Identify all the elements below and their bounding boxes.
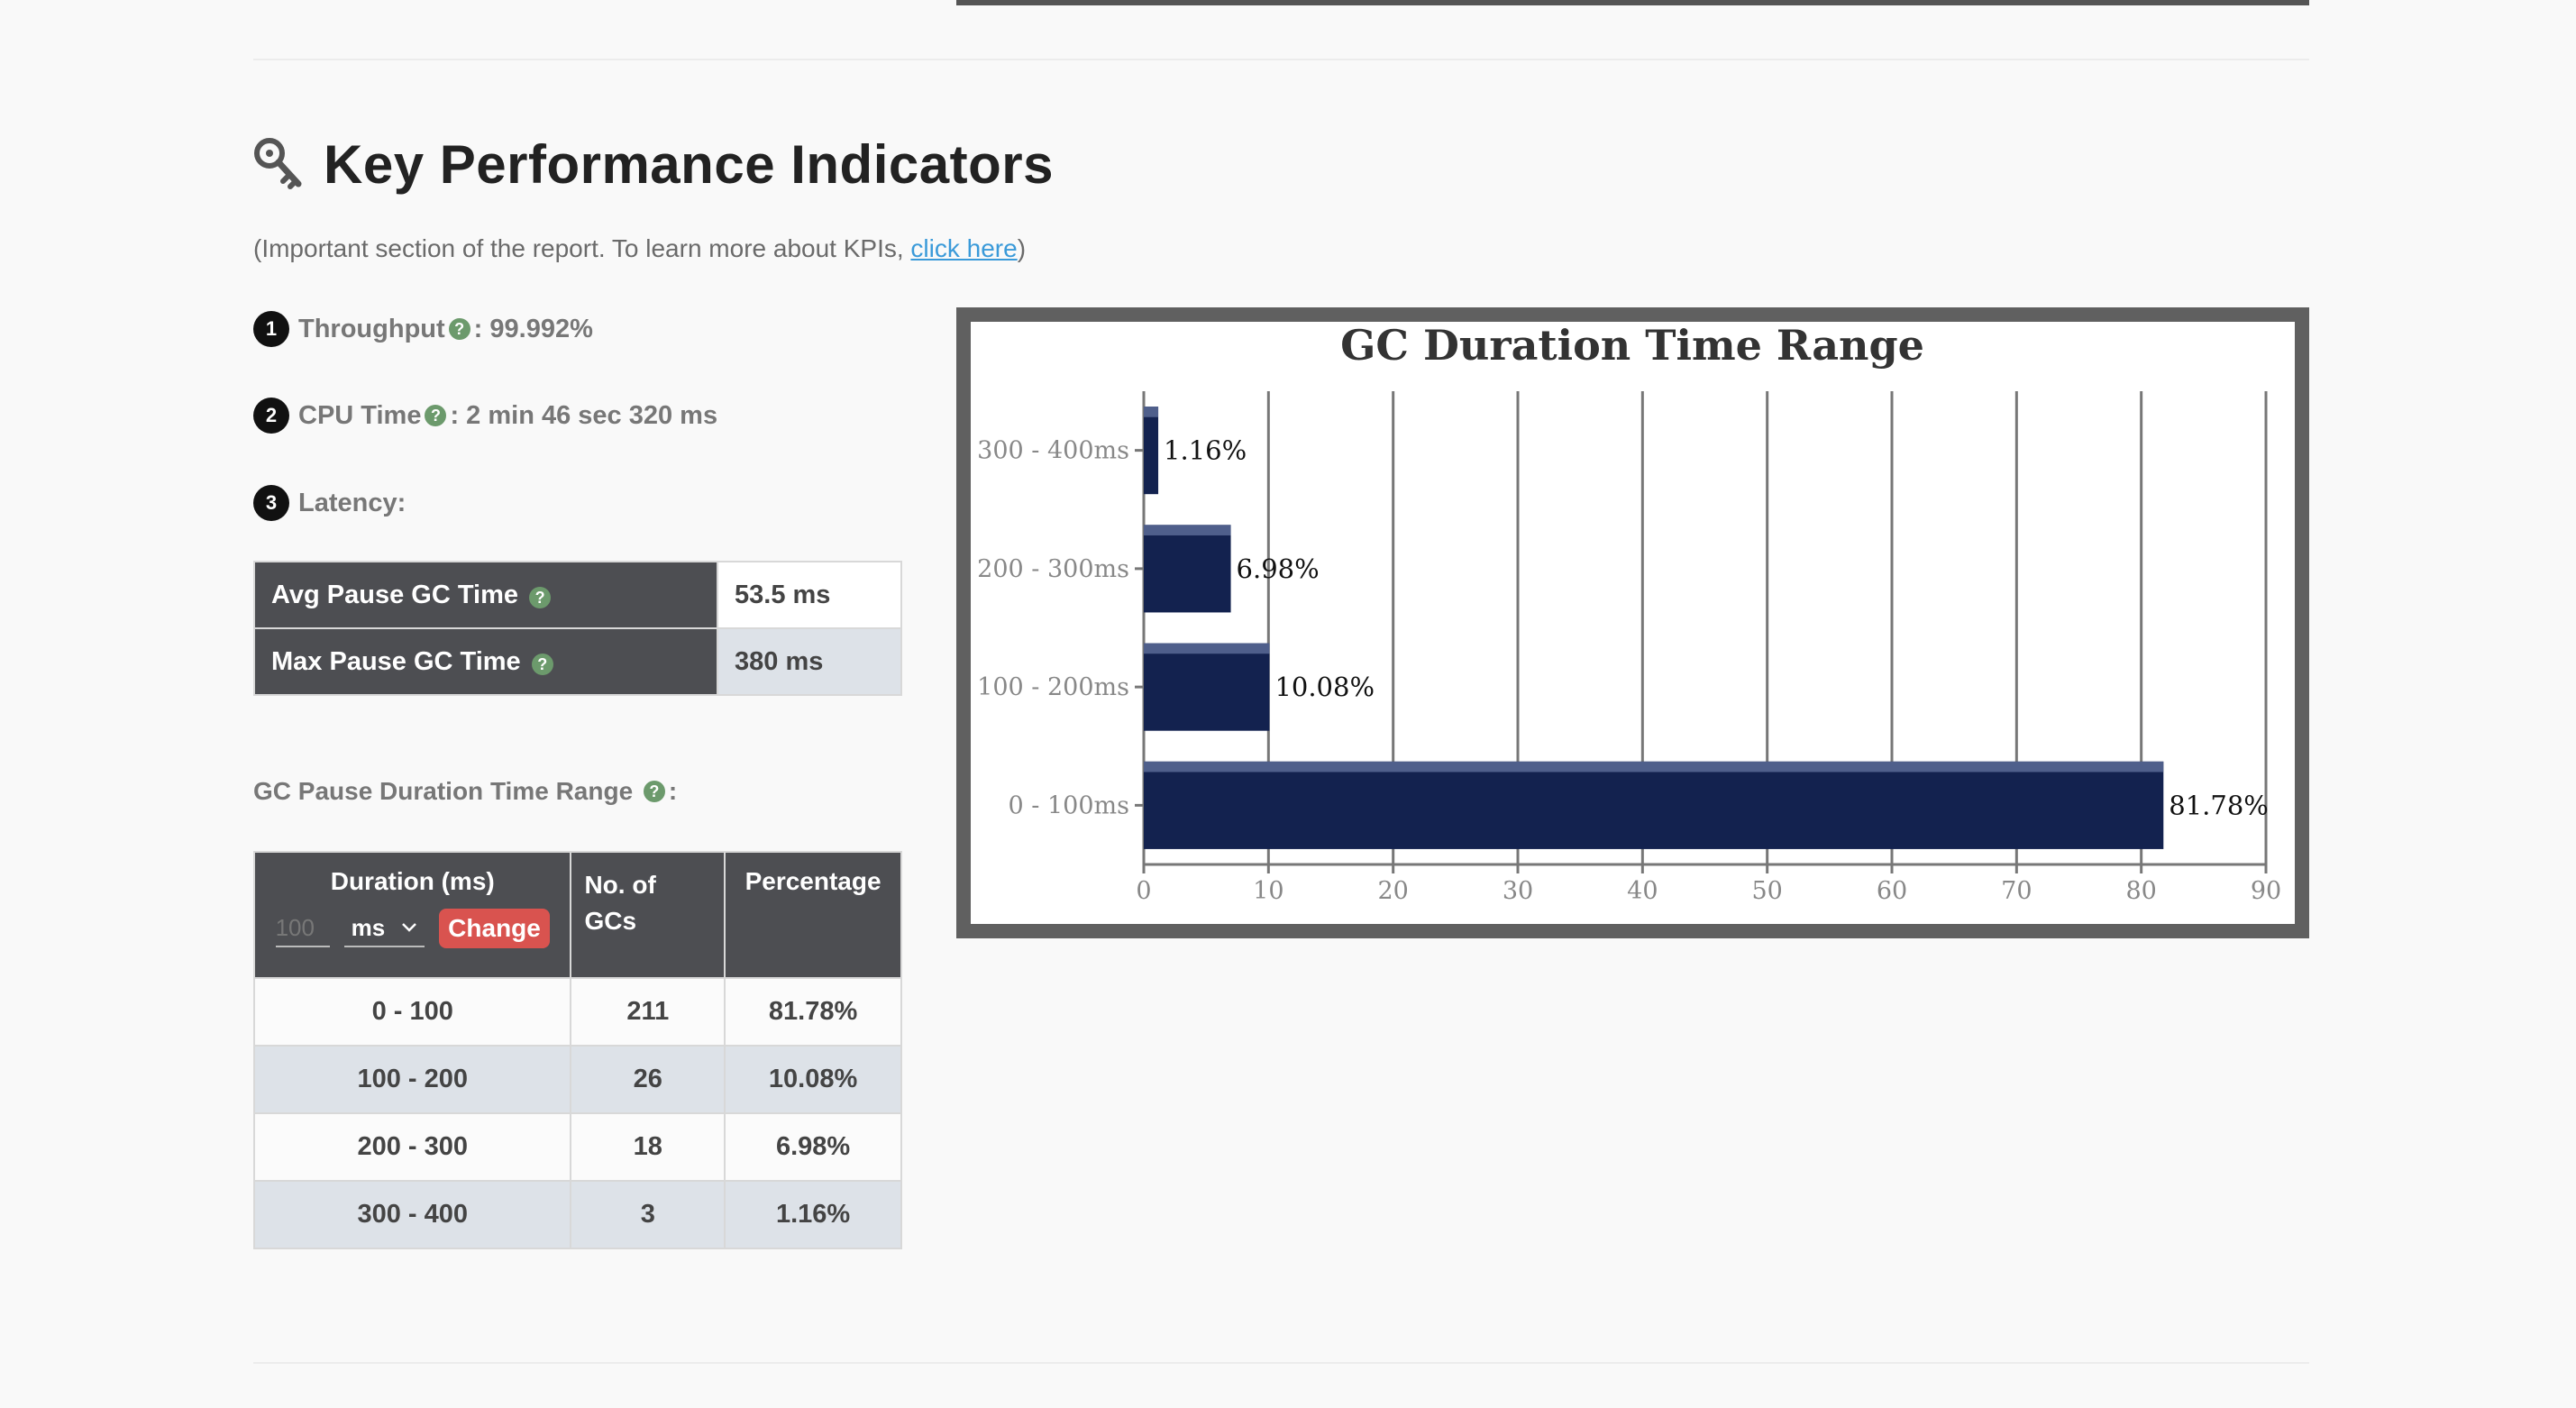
- range-cell: 200 - 300: [252, 1112, 572, 1182]
- table-row: 100 - 200 26 10.08%: [252, 1045, 902, 1114]
- count-cell: 26: [570, 1045, 726, 1114]
- bar: [1144, 407, 1159, 495]
- change-button[interactable]: Change: [439, 909, 550, 948]
- duration-controls: ms Change: [268, 909, 557, 948]
- bar-highlight: [1144, 643, 1270, 654]
- bar-highlight: [1144, 525, 1231, 535]
- count-header: No. of GCs: [570, 851, 726, 979]
- x-tick-label: 40: [1627, 877, 1658, 905]
- chart-frame: GC Duration Time Range 0 10 20 30 40 50 60 70 80 9…: [956, 307, 2309, 938]
- range-section-label: GC Pause Duration Time Range ?:: [253, 777, 677, 806]
- x-tick-label: 50: [1751, 877, 1782, 905]
- chart-title: GC Duration Time Range: [1340, 322, 1924, 370]
- cpu-time-value: : 2 min 46 sec 320 ms: [450, 400, 718, 430]
- throughput-value: : 99.992%: [473, 314, 593, 343]
- section-divider-bottom: [253, 1362, 2309, 1364]
- subtitle-close: ): [1017, 234, 1027, 262]
- x-tick-label: 80: [2125, 877, 2156, 905]
- pct-cell: 10.08%: [724, 1045, 902, 1114]
- question-circle-icon[interactable]: ?: [448, 318, 470, 340]
- percentage-header: Percentage: [724, 851, 902, 979]
- chevron-down-icon: [402, 923, 417, 932]
- question-circle-icon[interactable]: ?: [425, 405, 447, 426]
- kpi-throughput: 1 Throughput ? : 99.992%: [253, 311, 593, 347]
- table-row: 200 - 300 18 6.98%: [252, 1112, 902, 1182]
- unit-select-value: ms: [351, 913, 386, 941]
- y-tick-label: 200 - 300ms: [977, 555, 1129, 583]
- range-label-colon: :: [668, 777, 678, 805]
- unit-select[interactable]: ms: [343, 910, 425, 947]
- data-label: 1.16%: [1164, 435, 1247, 466]
- max-pause-value: 380 ms: [717, 627, 902, 696]
- data-label: 81.78%: [2169, 790, 2269, 820]
- x-tick-label: 0: [1136, 877, 1151, 905]
- kpi-header: Key Performance Indicators: [253, 128, 1054, 200]
- range-cell: 0 - 100: [252, 977, 572, 1047]
- count-cell: 211: [570, 977, 726, 1047]
- count-cell: 3: [570, 1180, 726, 1249]
- x-tick-label: 90: [2251, 877, 2281, 905]
- gc-duration-chart: GC Duration Time Range 0 10 20 30 40 50 60 70 80 9…: [977, 322, 2281, 905]
- subtitle-text: (Important section of the report. To lea…: [253, 234, 911, 262]
- pct-cell: 81.78%: [724, 977, 902, 1047]
- number-badge: 3: [253, 485, 289, 521]
- duration-header-label: Duration (ms): [330, 867, 495, 895]
- bar: [1144, 643, 1270, 731]
- question-circle-icon[interactable]: ?: [643, 781, 665, 802]
- table-row: Max Pause GC Time ? 380 ms: [253, 627, 902, 696]
- duration-header: Duration (ms) ms Change: [252, 851, 572, 979]
- avg-pause-value: 53.5 ms: [717, 561, 902, 629]
- bar-highlight: [1144, 407, 1159, 417]
- duration-input[interactable]: [275, 910, 330, 947]
- number-badge: 1: [253, 311, 289, 347]
- y-tick-label: 0 - 100ms: [1009, 791, 1129, 819]
- data-label: 10.08%: [1274, 672, 1375, 702]
- question-circle-icon[interactable]: ?: [529, 587, 552, 608]
- duration-table: Duration (ms) ms Change No. of GCs Perce…: [252, 851, 902, 1249]
- learn-more-link[interactable]: click here: [910, 234, 1018, 262]
- page-title: Key Performance Indicators: [324, 133, 1054, 195]
- pct-cell: 6.98%: [724, 1112, 902, 1182]
- x-tick-label: 70: [2001, 877, 2032, 905]
- kpi-cpu-time: 2 CPU Time ? : 2 min 46 sec 320 ms: [253, 398, 717, 434]
- table-row: 0 - 100 211 81.78%: [252, 977, 902, 1047]
- question-circle-icon[interactable]: ?: [531, 654, 553, 675]
- x-tick-label: 20: [1377, 877, 1408, 905]
- max-pause-header: Max Pause GC Time ?: [253, 627, 718, 696]
- x-tick-label: 30: [1503, 877, 1533, 905]
- y-tick-label: 100 - 200ms: [977, 673, 1129, 701]
- table-header-row: Duration (ms) ms Change No. of GCs Perce…: [252, 851, 902, 979]
- chart-area: GC Duration Time Range 0 10 20 30 40 50 60 70 80 9…: [971, 322, 2295, 924]
- y-tick-label: 300 - 400ms: [977, 437, 1129, 465]
- top-divider-bar: [956, 0, 2309, 5]
- table-row: Avg Pause GC Time ? 53.5 ms: [253, 561, 902, 629]
- section-divider-top: [253, 59, 2309, 60]
- cpu-time-label: CPU Time: [298, 400, 422, 430]
- latency-label: Latency:: [298, 488, 406, 517]
- number-badge: 2: [253, 398, 289, 434]
- avg-pause-label: Avg Pause GC Time: [271, 580, 518, 609]
- kpi-subtitle: (Important section of the report. To lea…: [253, 234, 1026, 263]
- count-cell: 18: [570, 1112, 726, 1182]
- data-label: 6.98%: [1237, 553, 1320, 584]
- key-icon: [254, 138, 302, 189]
- x-tick-label: 10: [1253, 877, 1283, 905]
- range-cell: 300 - 400: [252, 1180, 572, 1249]
- pct-cell: 1.16%: [724, 1180, 902, 1249]
- latency-table: Avg Pause GC Time ? 53.5 ms Max Pause GC…: [253, 561, 902, 696]
- table-row: 300 - 400 3 1.16%: [252, 1180, 902, 1249]
- bar: [1144, 525, 1231, 613]
- max-pause-label: Max Pause GC Time: [271, 646, 521, 676]
- bar-highlight: [1144, 761, 2164, 773]
- x-tick-label: 60: [1877, 877, 1907, 905]
- throughput-label: Throughput: [298, 314, 445, 343]
- range-label-text: GC Pause Duration Time Range: [253, 777, 634, 805]
- kpi-latency: 3 Latency:: [253, 485, 406, 521]
- bar: [1144, 761, 2164, 849]
- avg-pause-header: Avg Pause GC Time ?: [253, 561, 718, 629]
- range-cell: 100 - 200: [252, 1045, 572, 1114]
